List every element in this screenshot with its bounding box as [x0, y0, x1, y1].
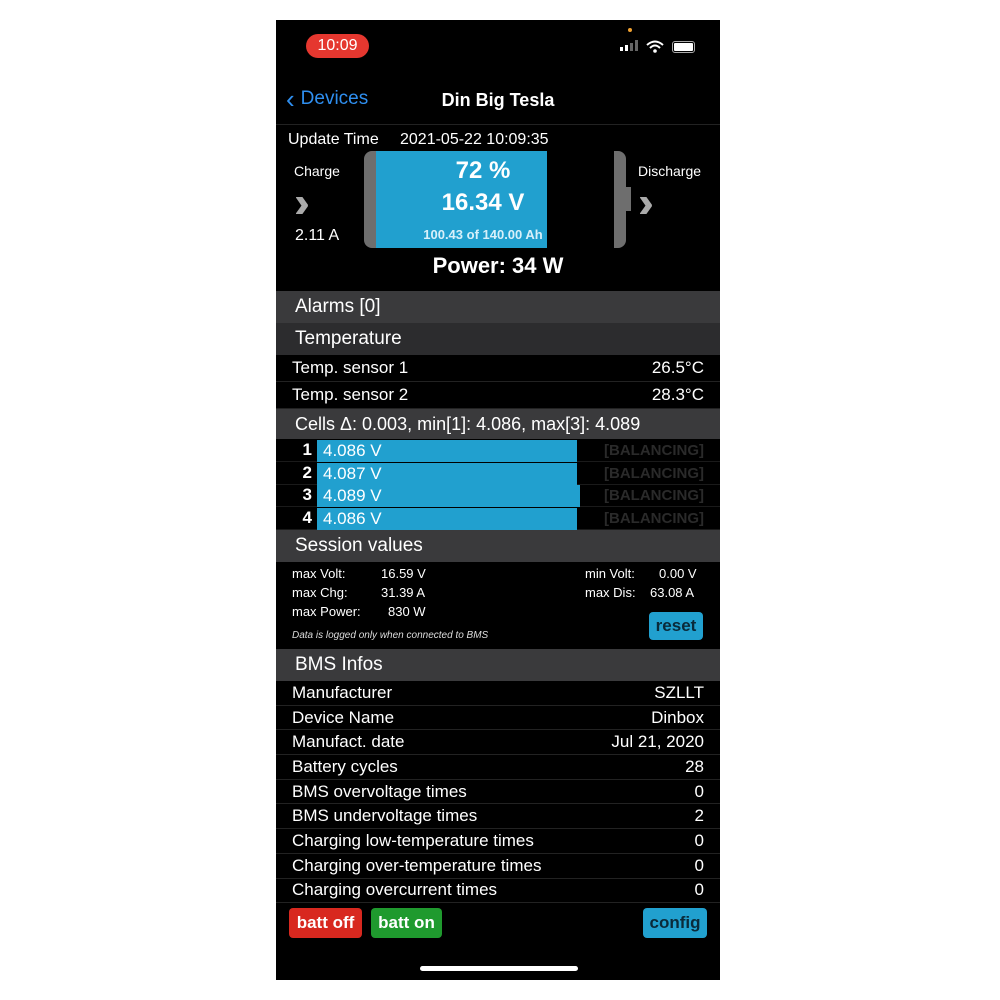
max-volt-value: 16.59 V — [381, 566, 426, 581]
discharge-arrows-icon: ››› — [638, 178, 654, 227]
cells-header: Cells Δ: 0.003, min[1]: 4.086, max[3]: 4… — [276, 409, 720, 439]
cell-level-bar — [317, 507, 578, 530]
battery-terminal — [626, 187, 631, 211]
temp-value: 26.5°C — [651, 358, 704, 377]
temp-label: Temp. sensor 2 — [292, 385, 409, 404]
back-button[interactable]: ‹ Devices — [286, 84, 369, 114]
bms-info-value: 0 — [694, 781, 704, 801]
bms-info-label: Manufact. date — [292, 732, 405, 752]
update-time-value: 2021-05-22 10:09:35 — [400, 131, 549, 148]
bms-info-label: Charging overcurrent times — [292, 880, 498, 900]
cell-number: 3 — [302, 485, 312, 504]
cell-voltage: 4.086 V — [323, 441, 382, 460]
min-volt-label: min Volt: — [585, 566, 635, 581]
max-volt-label: max Volt: — [292, 566, 346, 581]
bms-info-row: Charging overcurrent times 0 — [276, 879, 720, 904]
cell-level-bar — [317, 462, 578, 485]
bms-info-value: Dinbox — [651, 707, 704, 727]
battery-fill — [376, 151, 548, 248]
battery-overview: Update Time 2021-05-22 10:09:35 Charge ›… — [276, 124, 720, 311]
battery-gauge: 72 % 16.34 V 100.43 of 140.00 Ah — [364, 151, 626, 248]
cell-level-bar — [317, 440, 578, 462]
cell-voltage: 4.089 V — [323, 486, 382, 505]
cell-number: 2 — [302, 462, 312, 482]
bms-info-label: BMS overvoltage times — [292, 781, 467, 801]
bms-info-row: BMS overvoltage times 0 — [276, 780, 720, 805]
cell-row: 4 4.086 V [BALANCING] — [276, 507, 720, 530]
cell-number: 4 — [302, 507, 312, 527]
max-chg-label: max Chg: — [292, 585, 348, 600]
bms-info-row: Manufacturer SZLLT — [276, 681, 720, 706]
bms-info-label: Manufacturer — [292, 682, 393, 702]
cell-level-bar — [317, 485, 581, 507]
cell-balancing-status: [BALANCING] — [604, 442, 704, 459]
bms-info-label: Device Name — [292, 707, 395, 727]
cell-row: 1 4.086 V [BALANCING] — [276, 440, 720, 462]
max-dis-label: max Dis: — [585, 585, 636, 600]
bms-info-value: SZLLT — [654, 682, 704, 702]
cell-row: 3 4.089 V [BALANCING] — [276, 485, 720, 507]
chevron-left-icon: ‹ — [286, 84, 295, 114]
alarms-header[interactable]: Alarms [0] — [276, 291, 720, 323]
bms-info-row: BMS undervoltage times 2 — [276, 805, 720, 830]
bms-info-value: 28 — [685, 756, 704, 776]
cell-row: 2 4.087 V [BALANCING] — [276, 462, 720, 485]
reset-button[interactable]: reset — [649, 612, 703, 640]
temp-value: 28.3°C — [651, 385, 704, 404]
max-dis-value: 63.08 A — [650, 585, 695, 600]
bms-info-value: 0 — [694, 880, 704, 900]
bms-info-row: Manufact. date Jul 21, 2020 — [276, 730, 720, 756]
bms-info-label: BMS undervoltage times — [292, 806, 478, 826]
max-chg-value: 31.39 A — [381, 585, 426, 600]
cell-balancing-status: [BALANCING] — [604, 487, 704, 504]
bms-info-value: 0 — [694, 855, 704, 875]
bms-info-label: Battery cycles — [292, 756, 398, 776]
temp-row-1: Temp. sensor 1 26.5°C — [276, 355, 720, 382]
signal-icon — [620, 40, 638, 51]
charge-current: 2.11 A — [295, 227, 340, 244]
charge-label: Charge — [294, 163, 340, 179]
cell-voltage: 4.087 V — [323, 463, 382, 483]
status-time: 10:09 — [306, 34, 369, 58]
bms-info-value: Jul 21, 2020 — [611, 732, 704, 752]
session-header: Session values — [276, 530, 720, 562]
discharge-label: Discharge — [638, 163, 702, 179]
min-volt-value: 0.00 V — [659, 566, 697, 581]
bms-info-row: Charging over-temperature times 0 — [276, 854, 720, 879]
batt-on-button[interactable]: batt on — [371, 908, 442, 938]
cell-balancing-status: [BALANCING] — [604, 464, 704, 482]
bms-info-label: Charging low-temperature times — [292, 831, 534, 851]
power-value: Power: 34 W — [432, 253, 564, 278]
cell-balancing-status: [BALANCING] — [604, 509, 704, 527]
config-button[interactable]: config — [643, 908, 707, 938]
capacity-value: 100.43 of 140.00 Ah — [423, 227, 543, 242]
bms-info-value: 2 — [694, 806, 704, 826]
bms-info-label: Charging over-temperature times — [292, 855, 542, 875]
page-title: Din Big Tesla — [441, 90, 555, 110]
temp-label: Temp. sensor 1 — [292, 358, 409, 377]
bms-info-row: Charging low-temperature times 0 — [276, 829, 720, 854]
phone-screen: 10:09 ‹ Devices Din Big Tesla Update Tim… — [276, 20, 720, 980]
temp-row-2: Temp. sensor 2 28.3°C — [276, 382, 720, 409]
bms-info-row: Battery cycles 28 — [276, 755, 720, 780]
update-time-label: Update Time — [288, 131, 379, 148]
soc-value: 72 % — [455, 157, 511, 184]
cell-voltage: 4.086 V — [323, 508, 382, 528]
battery-status-icon — [672, 41, 695, 53]
cell-number: 1 — [302, 440, 312, 459]
voltage-value: 16.34 V — [441, 189, 525, 216]
temperature-header: Temperature — [276, 323, 720, 355]
max-power-label: max Power: — [292, 604, 361, 619]
back-label: Devices — [300, 88, 369, 109]
session-note: Data is logged only when connected to BM… — [292, 630, 489, 641]
max-power-value: 830 W — [388, 604, 426, 619]
batt-off-button[interactable]: batt off — [289, 908, 362, 938]
bms-info-value: 0 — [694, 831, 704, 851]
charge-arrows-icon: ››› — [294, 178, 310, 227]
home-indicator[interactable] — [420, 966, 578, 971]
privacy-dot-icon — [628, 28, 632, 32]
bms-header: BMS Infos — [276, 649, 720, 681]
bms-info-row: Device Name Dinbox — [276, 706, 720, 731]
wifi-icon — [646, 40, 664, 53]
